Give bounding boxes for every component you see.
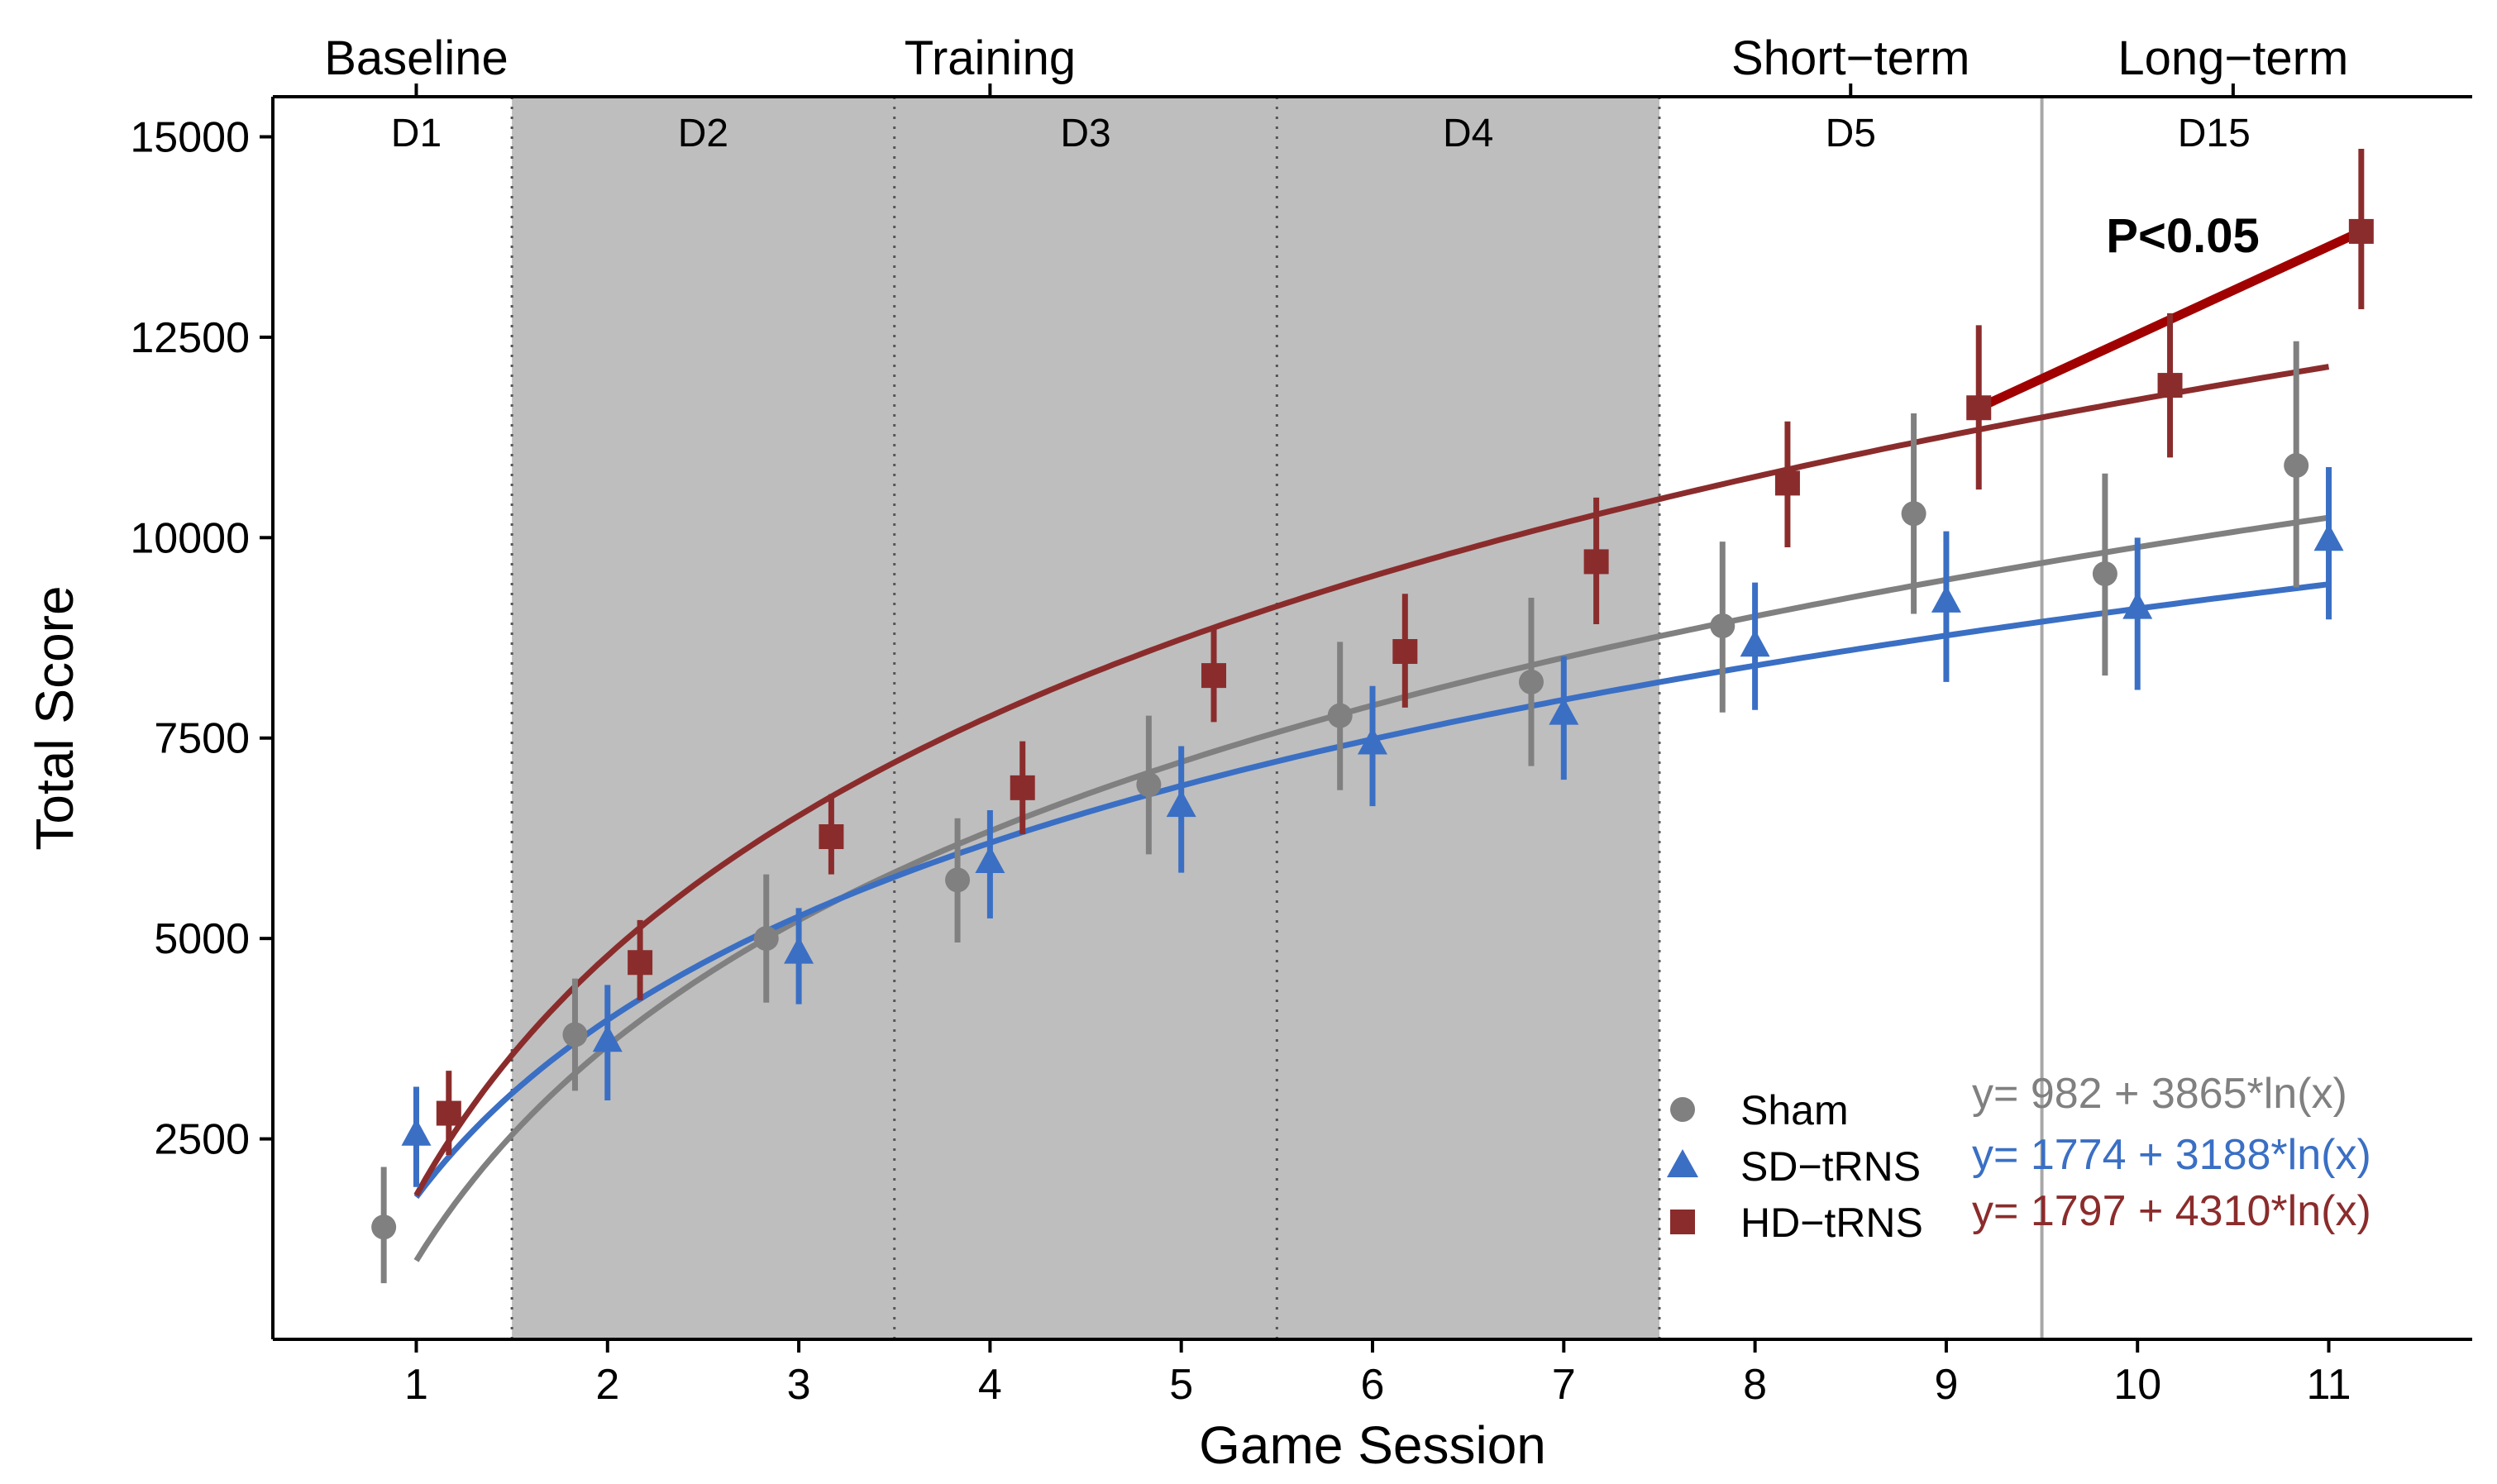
day-label: D2 (678, 112, 728, 155)
x-tick-label: 4 (978, 1361, 1002, 1409)
legend-marker (1667, 1149, 1698, 1177)
y-tick-label: 10000 (130, 514, 250, 562)
data-point (753, 926, 779, 952)
data-point (1392, 639, 1418, 665)
data-point (2122, 591, 2153, 619)
data-point (2157, 373, 2183, 398)
data-point (1966, 395, 1992, 421)
data-point (1136, 771, 1162, 797)
y-tick-label: 15000 (130, 113, 250, 161)
significance-label: P<0.05 (2106, 209, 2259, 263)
data-point (1010, 775, 1035, 800)
data-point (819, 824, 844, 850)
data-point (2092, 561, 2117, 586)
x-tick-label: 5 (1169, 1361, 1193, 1409)
legend-label: SD−tRNS (1740, 1143, 1921, 1190)
data-point (436, 1100, 461, 1126)
data-point (628, 950, 653, 976)
y-tick-label: 7500 (154, 715, 250, 763)
data-point (1901, 501, 1926, 527)
x-tick-label: 3 (787, 1361, 811, 1409)
data-point (1549, 697, 1579, 725)
fit-curve-3 (413, 364, 2330, 1197)
x-tick-label: 1 (404, 1361, 428, 1409)
x-axis-title: Game Session (1199, 1415, 1546, 1475)
legend-label: HD−tRNS (1740, 1200, 1923, 1246)
x-tick-label: 10 (2113, 1361, 2161, 1409)
legend-entry: HD−tRNS y= 1797 + 4310*ln(x) (1670, 1187, 2371, 1246)
legend-marker (1670, 1097, 1695, 1122)
legend-entry: Sham y= 982 + 3865*ln(x) (1670, 1070, 2347, 1133)
data-point (1583, 549, 1609, 575)
phase-label: Short−term (1731, 31, 1970, 85)
phase-label: Baseline (324, 31, 508, 85)
data-point (592, 1024, 623, 1052)
data-point (2284, 453, 2309, 479)
data-point (1358, 727, 1387, 755)
y-tick-label: 2500 (154, 1116, 250, 1164)
data-point (2348, 218, 2374, 244)
data-point (1518, 669, 1544, 694)
data-point (1201, 663, 1227, 689)
data-point (1931, 585, 1961, 613)
x-tick-label: 9 (1934, 1361, 1958, 1409)
data-point (2313, 523, 2344, 551)
data-point (401, 1118, 432, 1146)
legend-marker (1670, 1210, 1695, 1234)
legend-entry: SD−tRNS y= 1774 + 3188*ln(x) (1667, 1131, 2371, 1190)
x-tick-label: 6 (1361, 1361, 1385, 1409)
day-label: D5 (1826, 112, 1876, 155)
data-point (1166, 790, 1196, 818)
data-point (1774, 470, 1800, 496)
fit-equation: y= 1774 + 3188*ln(x) (1972, 1131, 2371, 1179)
data-point (562, 1022, 588, 1047)
x-tick-label: 2 (595, 1361, 619, 1409)
x-tick-label: 7 (1552, 1361, 1576, 1409)
data-point (1710, 613, 1735, 638)
day-label: D1 (391, 112, 442, 155)
day-label: D4 (1443, 112, 1493, 155)
legend-label: Sham (1740, 1087, 1849, 1133)
x-tick-label: 8 (1743, 1361, 1767, 1409)
y-tick-label: 12500 (130, 314, 250, 362)
data-point (1327, 703, 1353, 728)
day-label: D3 (1060, 112, 1110, 155)
training-shade (512, 97, 1659, 1339)
y-tick-label: 5000 (154, 915, 250, 963)
phase-label: Training (905, 31, 1076, 85)
day-label: D15 (2178, 112, 2251, 155)
x-tick-label: 11 (2307, 1361, 2351, 1409)
data-point (945, 867, 971, 893)
fit-equation: y= 982 + 3865*ln(x) (1972, 1070, 2347, 1118)
data-point (1740, 629, 1770, 657)
data-point (975, 846, 1005, 874)
data-point (371, 1214, 397, 1240)
data-point (784, 936, 814, 964)
y-axis-title: Total Score (25, 585, 84, 850)
phase-label: Long−term (2117, 31, 2348, 85)
fit-equation: y= 1797 + 4310*ln(x) (1972, 1187, 2371, 1235)
